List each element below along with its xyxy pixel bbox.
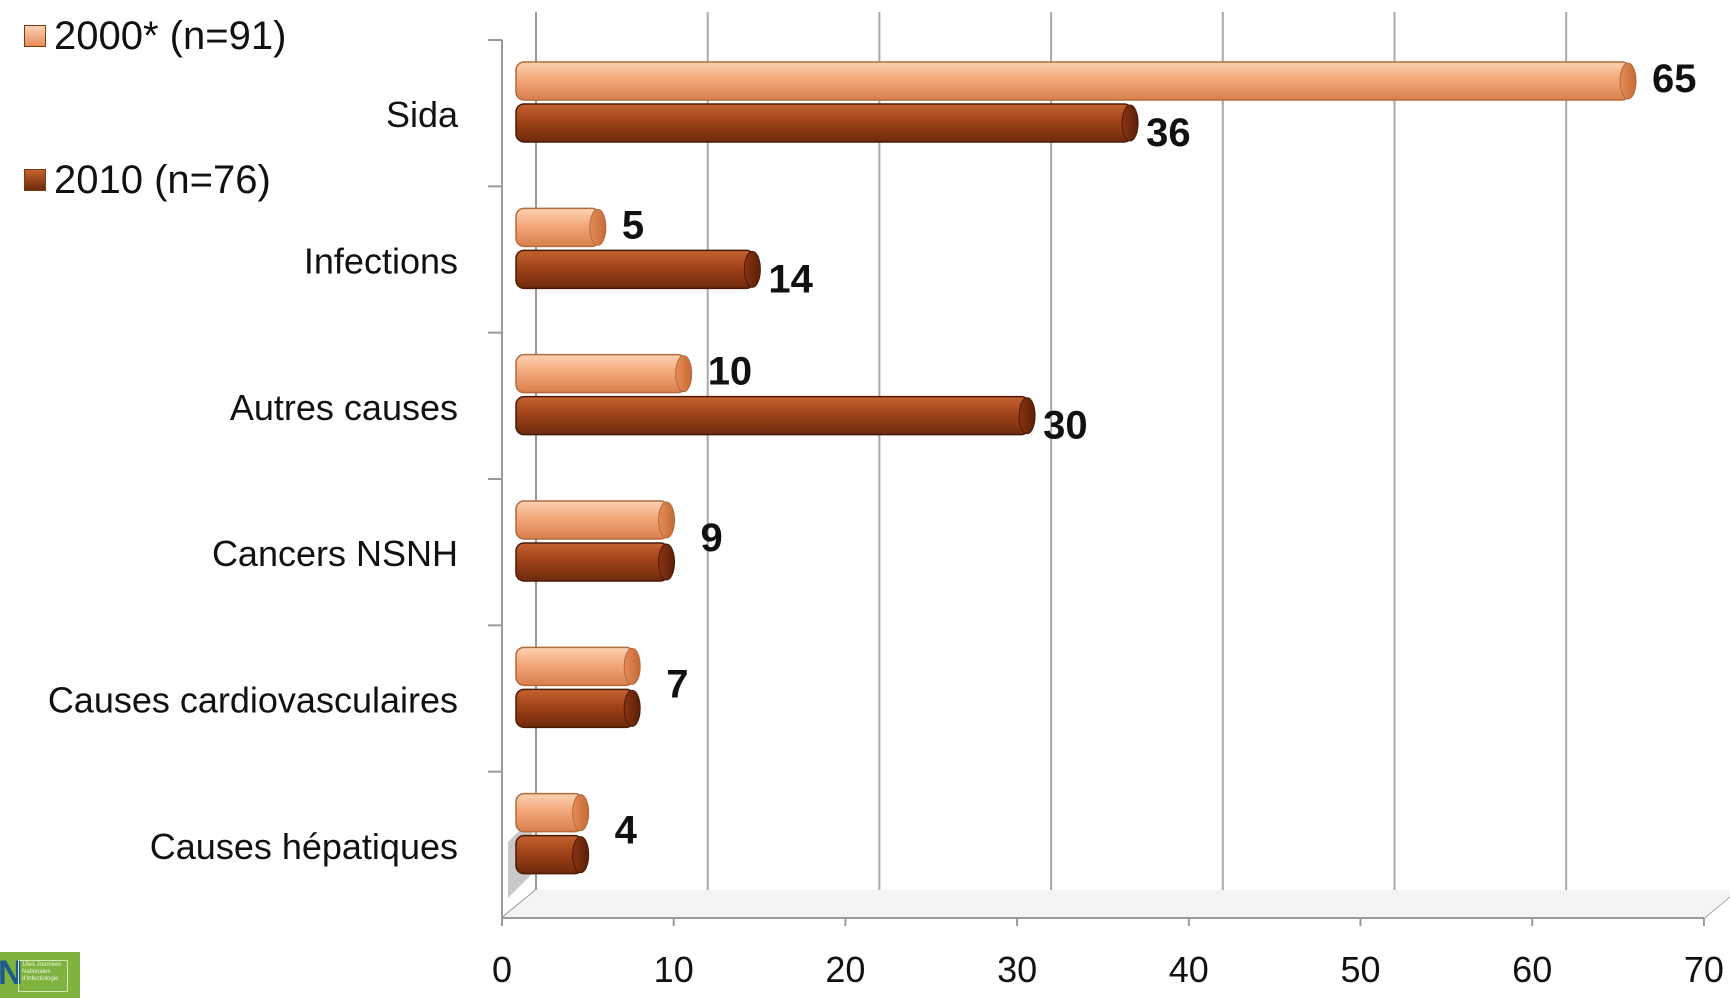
bars	[515, 61, 1637, 875]
gridline	[673, 12, 709, 919]
bar-cap-causes-hepatiques-2010-n-76	[572, 836, 590, 874]
x-tick-label: 20	[825, 949, 865, 990]
data-label-autres-causes-2010-n-76: 30	[1043, 404, 1088, 448]
logo-mark: N	[0, 954, 23, 992]
category-label-causes-cardiovasculaires: Causes cardiovasculaires	[48, 680, 458, 721]
category-label-cancers-nsnh: Cancers NSNH	[212, 533, 458, 574]
bar-cap-sida-2010-n-76	[1121, 104, 1139, 142]
bar-cap-causes-hepatiques-2000-n-91	[572, 794, 590, 832]
labels: 0 10 20 30 40 50 60 70 Sida 65 36 Infections 5 14 Autr…	[48, 57, 1724, 990]
floor-plane	[502, 890, 1730, 918]
bar-cap-cancers-nsnh-2000-n-91	[658, 501, 676, 539]
legend: 2000* (n=91) 2010 (n=76)	[24, 14, 286, 202]
bar-cap-infections-2010-n-76	[743, 250, 761, 288]
x-tick-label: 10	[654, 949, 694, 990]
data-label-cancers-nsnh-2010-n-76: 9	[701, 516, 723, 560]
data-label-causes-cardiovasculaires-2010-n-76: 7	[666, 662, 688, 706]
data-label-infections-2010-n-76: 14	[768, 257, 813, 301]
bar-autres-causes-2000-n-91	[515, 353, 687, 394]
back-wall-edge	[501, 12, 537, 919]
gridline	[1703, 895, 1730, 919]
data-label-sida-2000-n-91: 65	[1652, 57, 1697, 101]
data-label-sida-2010-n-76: 36	[1146, 111, 1191, 155]
bar-sida-2000-n-91	[515, 61, 1631, 101]
bar-cap-causes-cardiovasculaires-2010-n-76	[623, 689, 641, 727]
bar-cap-cancers-nsnh-2010-n-76	[658, 543, 676, 581]
bar-infections-2010-n-76	[515, 249, 756, 290]
data-label-causes-hepatiques-2010-n-76: 4	[615, 809, 638, 853]
legend-swatch-2010	[24, 169, 46, 191]
legend-label-2000: 2000* (n=91)	[54, 13, 287, 58]
bar-sida-2010-n-76	[515, 103, 1133, 143]
bar-autres-causes-2010-n-76	[515, 395, 1030, 436]
gridlines	[673, 12, 1730, 919]
bar-cap-infections-2000-n-91	[589, 208, 607, 246]
x-tick-label: 50	[1340, 949, 1380, 990]
x-tick-label: 40	[1169, 949, 1209, 990]
logo-frame	[18, 960, 68, 992]
bar-cap-autres-causes-2000-n-91	[675, 355, 693, 393]
legend-item-2000: 2000* (n=91)	[24, 14, 286, 58]
bar-cancers-nsnh-2010-n-76	[515, 542, 670, 582]
category-label-sida: Sida	[386, 94, 459, 135]
bar-cap-autres-causes-2010-n-76	[1018, 397, 1036, 435]
gridline	[1188, 12, 1224, 919]
bar-cap-sida-2000-n-91	[1619, 62, 1637, 100]
x-tick-label: 60	[1512, 949, 1552, 990]
data-label-infections-2000-n-91: 5	[622, 203, 644, 247]
data-label-autres-causes-2000-n-91: 10	[708, 350, 753, 394]
legend-swatch-2000	[24, 25, 46, 47]
conference-logo: N 18es Journées Nationales d'Infectiolog…	[0, 952, 80, 998]
legend-item-2010: 2010 (n=76)	[24, 158, 286, 202]
bar-causes-cardiovasculaires-2000-n-91	[515, 646, 635, 687]
category-label-infections: Infections	[304, 241, 458, 282]
gridline	[844, 12, 881, 919]
legend-label-2010: 2010 (n=76)	[54, 157, 271, 202]
logo-text: 18es Journées Nationales d'Infectiologie	[22, 962, 62, 982]
gridline	[1016, 12, 1053, 919]
bar-causes-cardiovasculaires-2010-n-76	[515, 688, 635, 729]
gridline	[1531, 12, 1568, 919]
bar-cancers-nsnh-2000-n-91	[515, 500, 670, 540]
category-label-autres-causes: Autres causes	[230, 387, 458, 428]
bar-infections-2000-n-91	[515, 207, 601, 248]
axes	[488, 12, 1730, 926]
gridline	[1359, 12, 1396, 919]
category-label-causes-hepatiques: Causes hépatiques	[150, 826, 458, 867]
bar-cap-causes-cardiovasculaires-2000-n-91	[623, 647, 641, 685]
x-tick-label: 70	[1684, 949, 1724, 990]
x-tick-label: 0	[492, 949, 512, 990]
x-tick-label: 30	[997, 949, 1037, 990]
